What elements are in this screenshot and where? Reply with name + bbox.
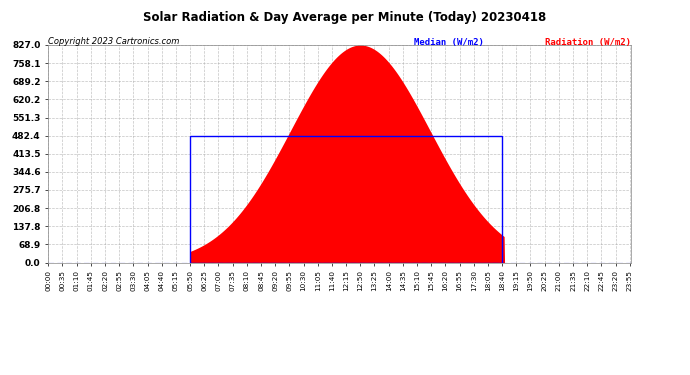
Text: Solar Radiation & Day Average per Minute (Today) 20230418: Solar Radiation & Day Average per Minute… (144, 11, 546, 24)
Text: Radiation (W/m2): Radiation (W/m2) (545, 38, 631, 46)
Text: Copyright 2023 Cartronics.com: Copyright 2023 Cartronics.com (48, 38, 179, 46)
Text: Median (W/m2): Median (W/m2) (414, 38, 484, 46)
Bar (190, 136, 502, 262)
